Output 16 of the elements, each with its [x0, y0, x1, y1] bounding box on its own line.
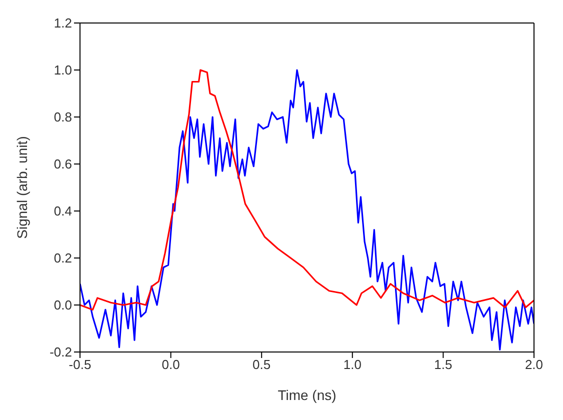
- x-tick-label: 0.0: [162, 357, 180, 372]
- x-tick-label: 1.0: [343, 357, 362, 372]
- x-axis-title: Time (ns): [278, 387, 336, 403]
- y-tick-label: 0.0: [54, 298, 72, 313]
- y-tick-label: 1.0: [54, 62, 72, 78]
- y-tick-label: 0.6: [54, 156, 72, 172]
- y-axis-title: Signal (arb. unit): [14, 136, 30, 239]
- x-tick-label: -0.5: [68, 357, 92, 372]
- y-tick-label: 0.2: [54, 250, 72, 266]
- y-tick-label: 0.8: [54, 110, 72, 125]
- y-tick-label: 0.4: [54, 204, 72, 219]
- x-tick-label: 1.5: [434, 357, 452, 372]
- y-tick-label: -0.2: [50, 344, 72, 360]
- y-tick-label: 1.2: [54, 16, 72, 31]
- x-tick-label: 2.0: [524, 357, 544, 372]
- x-tick-label: 0.5: [252, 357, 271, 372]
